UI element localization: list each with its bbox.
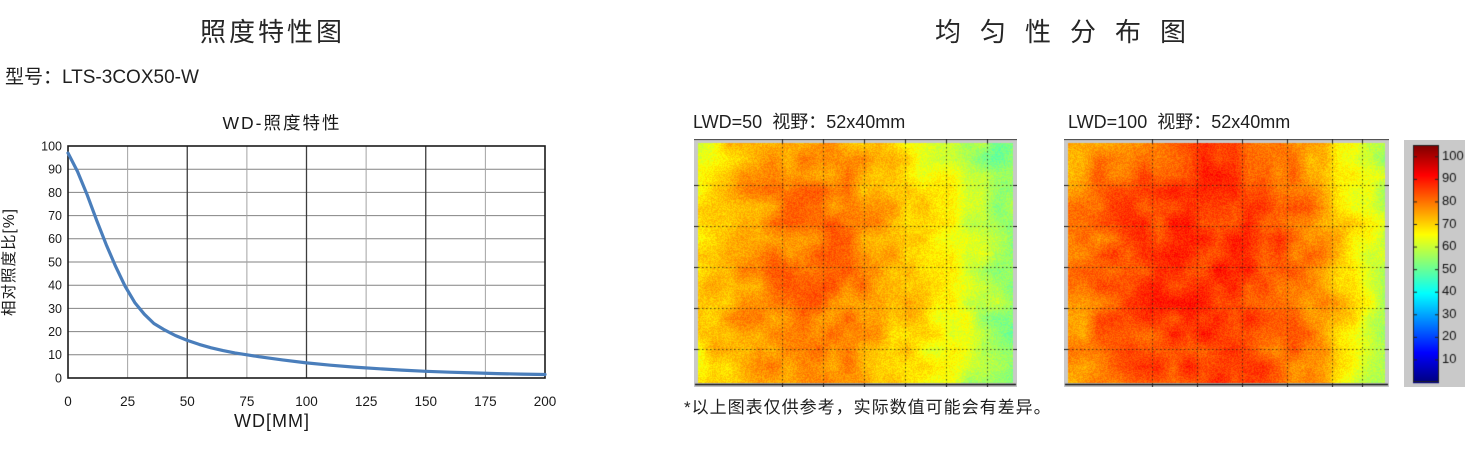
svg-text:60: 60	[48, 232, 62, 246]
svg-text:70: 70	[48, 209, 62, 223]
heatmap-lwd50-label: LWD=50 视野：52x40mm	[693, 112, 906, 132]
svg-text:80: 80	[48, 186, 62, 200]
svg-text:90: 90	[48, 163, 62, 177]
svg-text:10: 10	[48, 348, 62, 362]
svg-text:WD[MM]: WD[MM]	[234, 411, 310, 431]
svg-text:100: 100	[295, 394, 318, 409]
svg-text:WD-照度特性: WD-照度特性	[223, 113, 342, 133]
svg-text:40: 40	[48, 279, 62, 293]
svg-text:125: 125	[355, 394, 378, 409]
uniformity-section-title: 均匀性分布图	[934, 17, 1205, 47]
svg-text:200: 200	[534, 394, 557, 409]
heatmap-lwd100	[1064, 139, 1389, 387]
svg-text:50: 50	[180, 394, 195, 409]
illuminance-section-title: 照度特性图	[199, 17, 345, 47]
svg-text:75: 75	[239, 394, 254, 409]
svg-text:25: 25	[120, 394, 135, 409]
svg-text:30: 30	[48, 302, 62, 316]
svg-text:150: 150	[414, 394, 437, 409]
svg-text:0: 0	[55, 371, 62, 385]
svg-text:100: 100	[41, 139, 62, 153]
disclaimer-footnote: *以上图表仅供参考，实际数值可能会有差异。	[684, 398, 1052, 417]
svg-text:50: 50	[48, 255, 62, 269]
model-label: 型号：LTS-3COX50-W	[5, 67, 199, 88]
svg-text:20: 20	[48, 325, 62, 339]
svg-text:175: 175	[474, 394, 497, 409]
svg-text:0: 0	[64, 394, 72, 409]
svg-text:相对照度比[%]: 相对照度比[%]	[0, 208, 18, 316]
wd-illuminance-line-chart: 0 10 20 30 40 50 60 70 80 90 100 0 25 50 75 100 125 150 17…	[0, 113, 557, 431]
colorbar	[1404, 140, 1465, 387]
heatmap-lwd50	[694, 139, 1017, 387]
heatmap-lwd100-label: LWD=100 视野：52x40mm	[1068, 112, 1291, 132]
